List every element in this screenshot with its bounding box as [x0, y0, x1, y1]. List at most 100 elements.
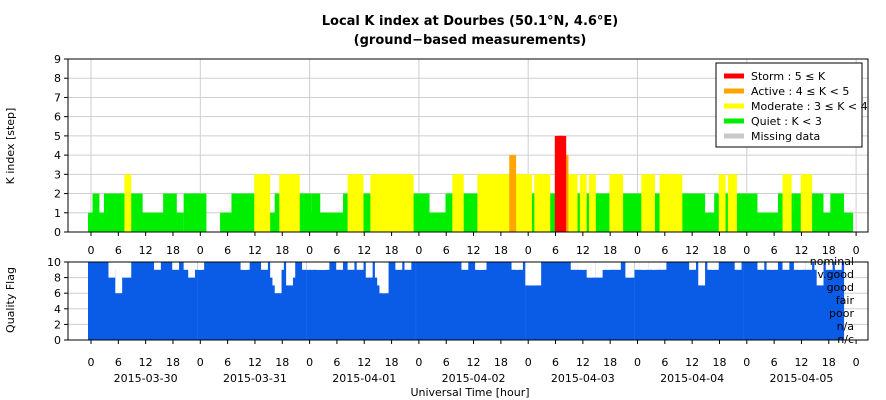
q-x-tick-label: 18	[494, 356, 508, 369]
k-x-tick-label: 12	[248, 244, 262, 257]
quality-dip	[805, 262, 813, 270]
quality-dip	[834, 262, 842, 270]
quality-dip	[607, 262, 615, 270]
k-x-tick-label: 18	[385, 244, 399, 257]
k-x-tick-label: 18	[275, 244, 289, 257]
quality-dip	[311, 262, 318, 270]
k-index-bar	[698, 193, 706, 232]
quality-dip	[648, 262, 655, 270]
k-index-bar	[784, 174, 792, 232]
quality-dip	[632, 262, 640, 270]
chart-title: Local K index at Dourbes (50.1°N, 4.6°E)	[322, 14, 619, 29]
q-y-tick-label: 10	[47, 256, 61, 269]
quality-dip	[734, 262, 742, 270]
k-y-tick-label: 1	[54, 207, 61, 220]
q-x-tick-label: 0	[197, 356, 204, 369]
k-x-tick-label: 6	[333, 244, 340, 257]
quality-level-label: poor	[829, 307, 854, 320]
k-index-bar	[263, 174, 271, 232]
k-x-tick-label: 18	[603, 244, 617, 257]
q-x-tick-label: 18	[603, 356, 617, 369]
quality-dip	[261, 262, 268, 270]
k-y-tick-label: 0	[54, 226, 61, 239]
quality-dip	[381, 262, 389, 294]
k-x-tick-label: 0	[415, 244, 422, 257]
quality-dip	[172, 262, 180, 270]
q-x-tick-label: 6	[443, 356, 450, 369]
k-index-bar	[456, 174, 464, 232]
k-x-tick-label: 6	[443, 244, 450, 257]
k-y-tick-label: 4	[54, 149, 61, 162]
quality-dip	[711, 262, 719, 270]
quality-dip	[115, 262, 123, 294]
k-y-tick-label: 9	[54, 53, 61, 66]
k-panel-frame	[67, 58, 869, 233]
q-y-tick-label: 4	[54, 303, 61, 316]
quality-dip	[577, 262, 585, 270]
q-x-tick-label: 12	[248, 356, 262, 369]
q-x-tick-label: 6	[333, 356, 340, 369]
quality-dip	[659, 262, 667, 270]
quality-dip	[356, 262, 364, 270]
quality-dip	[627, 262, 635, 278]
k-index-bar	[648, 174, 655, 232]
q-x-tick-label: 12	[467, 356, 481, 369]
quality-dip	[479, 262, 487, 270]
k-index-bar	[579, 174, 587, 232]
quality-dip	[461, 262, 469, 270]
q-x-tick-label: 0	[853, 356, 860, 369]
q-y-tick-label: 0	[54, 334, 61, 347]
legend: Storm : 5 ≤ K Active : 4 ≤ K < 5 Moderate …	[715, 62, 868, 148]
k-x-tick-label: 18	[712, 244, 726, 257]
legend-label: Moderate : 3 ≤ K < 4	[751, 100, 868, 113]
chart-subtitle: (ground−based measurements)	[354, 33, 587, 48]
quality-dip	[614, 262, 621, 270]
q-panel-frame	[67, 261, 869, 341]
k-index-bar	[92, 193, 100, 232]
k-y-tick-label: 3	[54, 168, 61, 181]
quality-dip	[793, 262, 801, 270]
k-index-bar	[816, 193, 824, 232]
q-x-tick-label: 18	[385, 356, 399, 369]
q-x-tick-label: 18	[712, 356, 726, 369]
k-x-tick-label: 0	[197, 244, 204, 257]
quality-dip	[274, 262, 282, 294]
q-x-tick-label: 6	[224, 356, 231, 369]
k-x-tick-label: 12	[357, 244, 371, 257]
q-date-label: 2015-03-31	[223, 372, 287, 385]
k-x-tick-label: 0	[853, 244, 860, 257]
k-x-tick-label: 6	[661, 244, 668, 257]
q-x-tick-label: 0	[415, 356, 422, 369]
k-index-bar	[304, 193, 312, 232]
q-x-tick-label: 12	[685, 356, 699, 369]
k-index-bar	[135, 193, 143, 232]
quality-dip	[534, 262, 542, 286]
k-index-bar	[588, 174, 596, 232]
k-index-bar	[199, 193, 207, 232]
q-x-tick-label: 0	[743, 356, 750, 369]
q-x-tick-label: 0	[634, 356, 641, 369]
quality-dip	[698, 262, 706, 286]
q-x-tick-label: 6	[771, 356, 778, 369]
q-y-tick-label: 8	[54, 272, 61, 285]
k-x-tick-label: 12	[685, 244, 699, 257]
quality-level-label: nominal	[810, 255, 854, 268]
k-x-tick-label: 0	[525, 244, 532, 257]
k-x-tick-label: 18	[166, 244, 180, 257]
k-index-bar	[356, 174, 364, 232]
q-x-tick-label: 18	[166, 356, 180, 369]
k-index-bar	[718, 174, 726, 232]
quality-dip	[771, 262, 778, 270]
k-x-tick-label: 0	[743, 244, 750, 257]
quality-dip	[641, 262, 649, 270]
k-x-tick-label: 6	[115, 244, 122, 257]
quality-level-label: good	[827, 281, 854, 294]
legend-label: Storm : 5 ≤ K	[751, 70, 826, 83]
quality-dip	[816, 262, 824, 286]
quality-dip	[336, 262, 344, 270]
k-x-tick-label: 18	[494, 244, 508, 257]
quality-dip	[154, 262, 161, 270]
k-index-bar	[406, 174, 414, 232]
k-index-bar	[750, 193, 758, 232]
